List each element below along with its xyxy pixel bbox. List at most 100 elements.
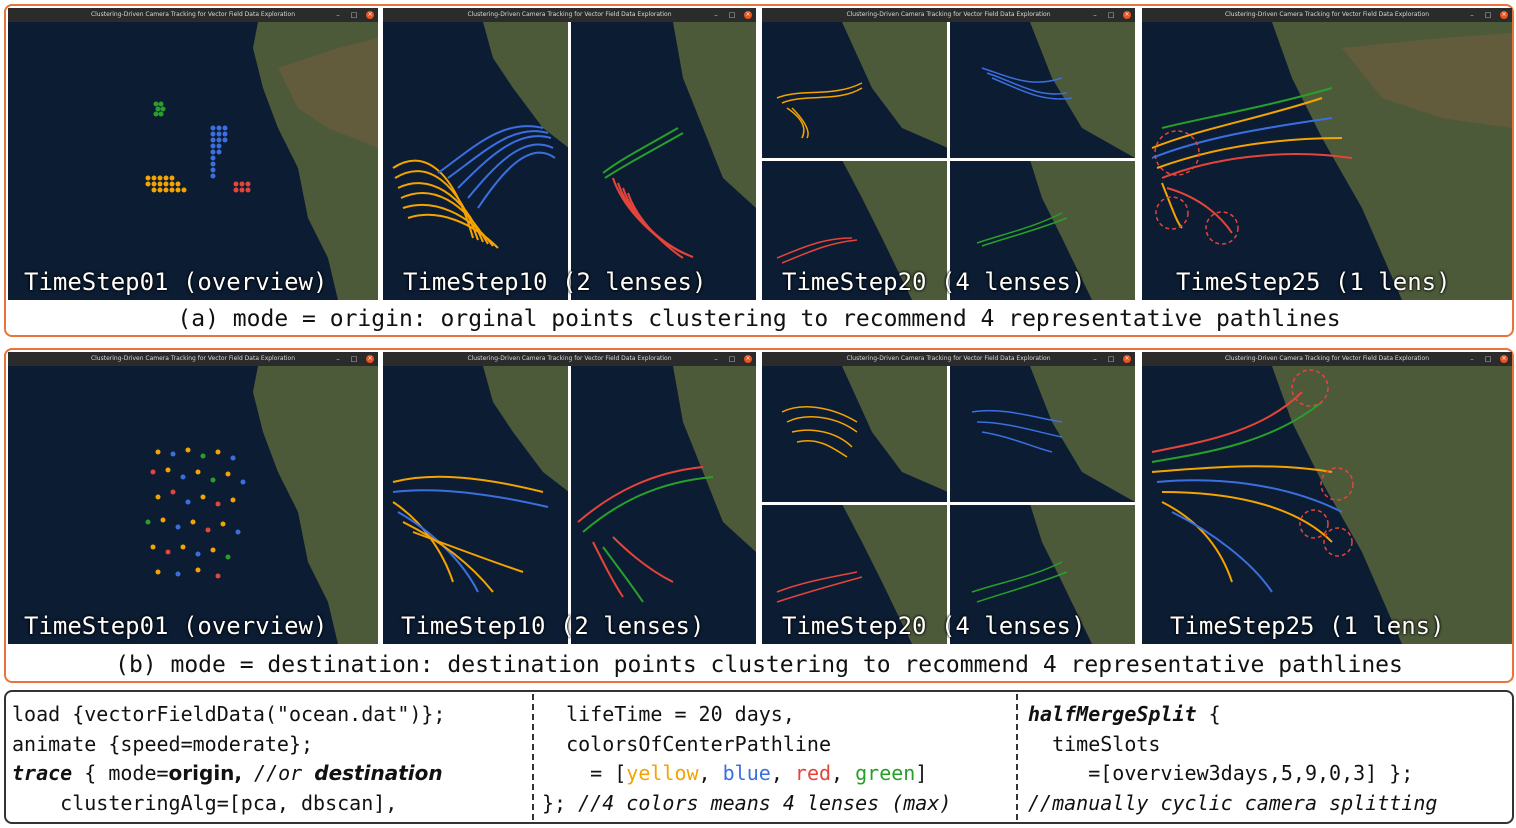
close-button[interactable]: × — [1123, 355, 1131, 363]
maximize-button[interactable]: □ — [728, 11, 736, 19]
maximize-button[interactable]: □ — [350, 355, 358, 363]
code-text: { — [1196, 702, 1221, 726]
minimize-button[interactable]: – — [336, 355, 340, 363]
window-titlebar: Clustering-Driven Camera Tracking for Ve… — [8, 8, 378, 22]
map-view — [8, 352, 378, 644]
minimize-button[interactable]: – — [1470, 11, 1474, 19]
keyword-halfmergesplit: halfMergeSplit — [1028, 702, 1197, 726]
keyword-destination: destination — [314, 761, 443, 785]
panel-b-timestep01: Clustering-Driven Camera Tracking for Ve… — [8, 352, 378, 644]
lens-circles — [1154, 130, 1239, 245]
lens-divider — [568, 22, 571, 300]
maximize-button[interactable]: □ — [1484, 355, 1492, 363]
map-view — [1142, 352, 1512, 644]
panel-b-timestep10: Clustering-Driven Camera Tracking for Ve… — [383, 352, 756, 644]
map-view — [8, 8, 378, 300]
window-title: Clustering-Driven Camera Tracking for Ve… — [90, 11, 296, 18]
window-titlebar: Clustering-Driven Camera Tracking for Ve… — [383, 352, 756, 366]
maximize-button[interactable]: □ — [1484, 11, 1492, 19]
panel-caption: TimeStep10 (2 lenses) — [403, 268, 707, 296]
keyword-trace: trace — [12, 761, 73, 785]
window-title: Clustering-Driven Camera Tracking for Ve… — [467, 11, 672, 18]
map-view — [1142, 8, 1512, 300]
panel-a-timestep20: Clustering-Driven Camera Tracking for Ve… — [762, 8, 1135, 300]
point-cluster-blue — [210, 125, 228, 179]
close-button[interactable]: × — [744, 355, 752, 363]
section-b-caption: (b) mode = destination: destination poin… — [115, 652, 1403, 678]
column-divider — [532, 694, 534, 820]
lens-circles — [1291, 369, 1354, 557]
pathlines-blue — [971, 409, 1063, 453]
window-title: Clustering-Driven Camera Tracking for Ve… — [1224, 355, 1430, 362]
code-listing: load {vectorFieldData("ocean.dat")}; anim… — [4, 690, 1514, 824]
panel-caption: TimeStep10 (2 lenses) — [401, 612, 705, 640]
code-line: clusteringAlg=[pca, dbscan], — [12, 790, 398, 815]
panel-b-timestep25: Clustering-Driven Camera Tracking for Ve… — [1142, 352, 1512, 644]
destination-points — [145, 447, 246, 579]
window-title: Clustering-Driven Camera Tracking for Ve… — [1224, 11, 1430, 18]
keyword-origin: origin, — [168, 761, 243, 785]
window-title: Clustering-Driven Camera Tracking for Ve… — [467, 355, 672, 362]
code-line: }; //4 colors means 4 lenses (max) — [542, 789, 951, 819]
panel-caption: TimeStep20 (4 lenses) — [782, 612, 1086, 640]
window-titlebar: Clustering-Driven Camera Tracking for Ve… — [762, 8, 1135, 22]
maximize-button[interactable]: □ — [350, 11, 358, 19]
maximize-button[interactable]: □ — [728, 355, 736, 363]
code-line: animate {speed=moderate}; — [12, 731, 314, 756]
window-title: Clustering-Driven Camera Tracking for Ve… — [846, 355, 1051, 362]
pathlines-green — [971, 561, 1068, 603]
minimize-button[interactable]: – — [1093, 355, 1097, 363]
panel-b-timestep20: Clustering-Driven Camera Tracking for Ve… — [762, 352, 1135, 644]
color-red-token: red — [794, 761, 832, 785]
panel-caption: TimeStep01 (overview) — [24, 268, 328, 296]
close-button[interactable]: × — [1123, 11, 1131, 19]
code-line: colorsOfCenterPathline — [542, 731, 831, 756]
code-comment: //4 colors means 4 lenses (max) — [578, 790, 952, 815]
code-text: , — [770, 761, 795, 785]
code-column-3: halfMergeSplit { timeSlots =[overview3da… — [1028, 700, 1437, 818]
code-text: }; — [542, 790, 579, 815]
section-a-origin-mode: Clustering-Driven Camera Tracking for Ve… — [4, 4, 1514, 337]
minimize-button[interactable]: – — [714, 11, 718, 19]
pathlines-red — [776, 571, 863, 603]
minimize-button[interactable]: – — [1093, 11, 1097, 19]
window-titlebar: Clustering-Driven Camera Tracking for Ve… — [762, 352, 1135, 366]
minimize-button[interactable]: – — [714, 355, 718, 363]
minimize-button[interactable]: – — [336, 11, 340, 19]
maximize-button[interactable]: □ — [1107, 355, 1115, 363]
lens-divider — [762, 502, 1135, 505]
pathlines-merged — [1151, 391, 1343, 593]
code-text: { mode= — [72, 761, 169, 785]
code-column-1: load {vectorFieldData("ocean.dat")}; anim… — [12, 700, 445, 818]
close-button[interactable]: × — [1500, 11, 1508, 19]
lens-divider — [568, 366, 571, 644]
panel-a-timestep25: Clustering-Driven Camera Tracking for Ve… — [1142, 8, 1512, 300]
window-titlebar: Clustering-Driven Camera Tracking for Ve… — [1142, 8, 1512, 22]
code-text: = [ — [542, 761, 627, 785]
pathlines-yellow-blue — [392, 475, 549, 593]
code-text: ] — [915, 761, 928, 785]
close-button[interactable]: × — [744, 11, 752, 19]
close-button[interactable]: × — [1500, 355, 1508, 363]
code-line: timeSlots — [1028, 731, 1161, 756]
window-titlebar: Clustering-Driven Camera Tracking for Ve… — [383, 8, 756, 22]
window-titlebar: Clustering-Driven Camera Tracking for Ve… — [8, 352, 378, 366]
column-divider — [1016, 694, 1018, 820]
window-titlebar: Clustering-Driven Camera Tracking for Ve… — [1142, 352, 1512, 366]
maximize-button[interactable]: □ — [1107, 11, 1115, 19]
code-comment: //manually cyclic camera splitting — [1028, 790, 1438, 815]
section-b-destination-mode: Clustering-Driven Camera Tracking for Ve… — [4, 348, 1514, 683]
close-button[interactable]: × — [366, 11, 374, 19]
pathlines-red — [776, 237, 858, 264]
pathlines-yellow — [776, 82, 863, 139]
point-cluster-red — [233, 181, 251, 193]
code-text: , — [698, 761, 723, 785]
pathlines-green — [976, 212, 1068, 247]
minimize-button[interactable]: – — [1470, 355, 1474, 363]
lens-divider — [947, 366, 950, 644]
point-cluster-green — [153, 101, 166, 117]
close-button[interactable]: × — [366, 355, 374, 363]
panel-caption: TimeStep25 (1 lens) — [1170, 612, 1445, 640]
panel-a-timestep01: Clustering-Driven Camera Tracking for Ve… — [8, 8, 378, 300]
pathlines-yellow — [781, 406, 858, 458]
